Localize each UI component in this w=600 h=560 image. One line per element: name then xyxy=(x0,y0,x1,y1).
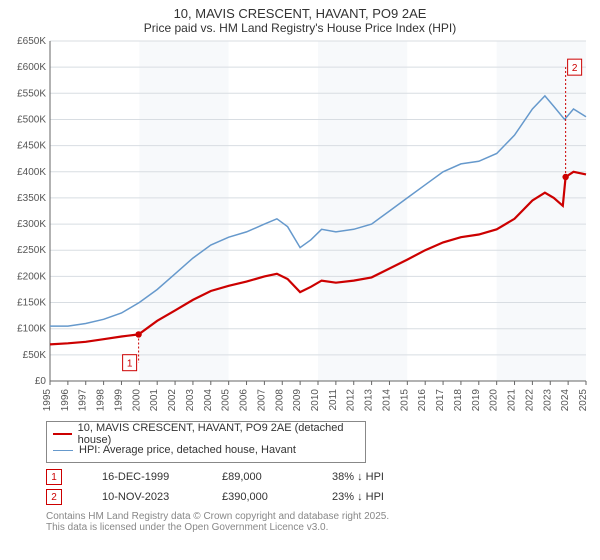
svg-text:£550K: £550K xyxy=(17,88,46,99)
svg-text:1996: 1996 xyxy=(60,389,71,412)
svg-text:2018: 2018 xyxy=(453,389,464,412)
svg-text:2005: 2005 xyxy=(221,389,232,412)
svg-text:1997: 1997 xyxy=(78,389,89,412)
svg-text:2021: 2021 xyxy=(507,389,518,412)
svg-text:2020: 2020 xyxy=(489,389,500,412)
svg-text:2012: 2012 xyxy=(346,389,357,412)
sale-point-date: 10-NOV-2023 xyxy=(102,491,192,503)
svg-text:£650K: £650K xyxy=(17,37,46,47)
svg-text:2024: 2024 xyxy=(560,389,571,412)
svg-text:2008: 2008 xyxy=(274,389,285,412)
chart-container: £0 £50K £100K £150K £200K £250K £300K £350K £400… xyxy=(4,37,596,417)
svg-text:2004: 2004 xyxy=(203,389,214,412)
footer-line-1: Contains HM Land Registry data © Crown c… xyxy=(46,511,588,522)
svg-text:2013: 2013 xyxy=(364,389,375,412)
svg-text:2022: 2022 xyxy=(524,389,535,412)
svg-text:2002: 2002 xyxy=(167,389,178,412)
chart-title-subtitle: Price paid vs. HM Land Registry's House … xyxy=(0,21,600,35)
svg-text:2014: 2014 xyxy=(381,389,392,412)
svg-text:£150K: £150K xyxy=(17,298,46,309)
svg-text:2003: 2003 xyxy=(185,389,196,412)
svg-text:£300K: £300K xyxy=(17,219,46,230)
svg-text:2001: 2001 xyxy=(149,389,160,412)
svg-text:2007: 2007 xyxy=(256,389,267,412)
legend-swatch-blue xyxy=(53,450,73,451)
svg-text:1999: 1999 xyxy=(113,389,124,412)
sale-point-row: 2 10-NOV-2023 £390,000 23% ↓ HPI xyxy=(46,487,588,507)
chart-title-block: 10, MAVIS CRESCENT, HAVANT, PO9 2AE Pric… xyxy=(0,0,600,37)
sale-point-date: 16-DEC-1999 xyxy=(102,471,192,483)
svg-text:2023: 2023 xyxy=(542,389,553,412)
svg-text:£100K: £100K xyxy=(17,324,46,335)
svg-text:£450K: £450K xyxy=(17,141,46,152)
svg-text:2: 2 xyxy=(572,63,578,74)
svg-text:1998: 1998 xyxy=(96,389,107,412)
svg-text:2017: 2017 xyxy=(435,389,446,412)
sale-point-marker-2: 2 xyxy=(46,489,62,505)
svg-text:£400K: £400K xyxy=(17,167,46,178)
sale-point-delta: 23% ↓ HPI xyxy=(332,491,422,503)
svg-text:£200K: £200K xyxy=(17,271,46,282)
legend-item-price-paid: 10, MAVIS CRESCENT, HAVANT, PO9 2AE (det… xyxy=(53,426,359,442)
legend-label-price-paid: 10, MAVIS CRESCENT, HAVANT, PO9 2AE (det… xyxy=(78,422,359,446)
svg-text:2009: 2009 xyxy=(292,389,303,412)
svg-text:£250K: £250K xyxy=(17,245,46,256)
legend-label-hpi: HPI: Average price, detached house, Hava… xyxy=(79,444,296,456)
svg-text:£0: £0 xyxy=(35,376,47,387)
sale-point-price: £390,000 xyxy=(222,491,302,503)
svg-text:2011: 2011 xyxy=(328,389,339,411)
sale-point-row: 1 16-DEC-1999 £89,000 38% ↓ HPI xyxy=(46,467,588,487)
sale-point-marker-1: 1 xyxy=(46,469,62,485)
chart-title-address: 10, MAVIS CRESCENT, HAVANT, PO9 2AE xyxy=(0,6,600,21)
price-vs-hpi-line-chart: £0 £50K £100K £150K £200K £250K £300K £350K £400… xyxy=(4,37,596,417)
svg-text:2025: 2025 xyxy=(578,389,589,412)
svg-text:£500K: £500K xyxy=(17,114,46,125)
svg-text:2015: 2015 xyxy=(399,389,410,412)
svg-text:£600K: £600K xyxy=(17,62,46,73)
svg-text:2019: 2019 xyxy=(471,389,482,412)
svg-text:2006: 2006 xyxy=(239,389,250,412)
svg-text:2016: 2016 xyxy=(417,389,428,412)
sale-points-block: 1 16-DEC-1999 £89,000 38% ↓ HPI 2 10-NOV… xyxy=(46,467,588,507)
legend: 10, MAVIS CRESCENT, HAVANT, PO9 2AE (det… xyxy=(46,421,366,463)
sale-point-delta: 38% ↓ HPI xyxy=(332,471,422,483)
svg-text:1: 1 xyxy=(127,359,133,370)
svg-text:2010: 2010 xyxy=(310,389,321,412)
svg-text:1995: 1995 xyxy=(42,389,53,412)
svg-text:£350K: £350K xyxy=(17,193,46,204)
attribution-footer: Contains HM Land Registry data © Crown c… xyxy=(46,511,588,533)
legend-swatch-red xyxy=(53,433,72,435)
footer-line-2: This data is licensed under the Open Gov… xyxy=(46,522,588,533)
svg-text:£50K: £50K xyxy=(23,350,47,361)
svg-text:2000: 2000 xyxy=(131,389,142,412)
sale-point-price: £89,000 xyxy=(222,471,302,483)
